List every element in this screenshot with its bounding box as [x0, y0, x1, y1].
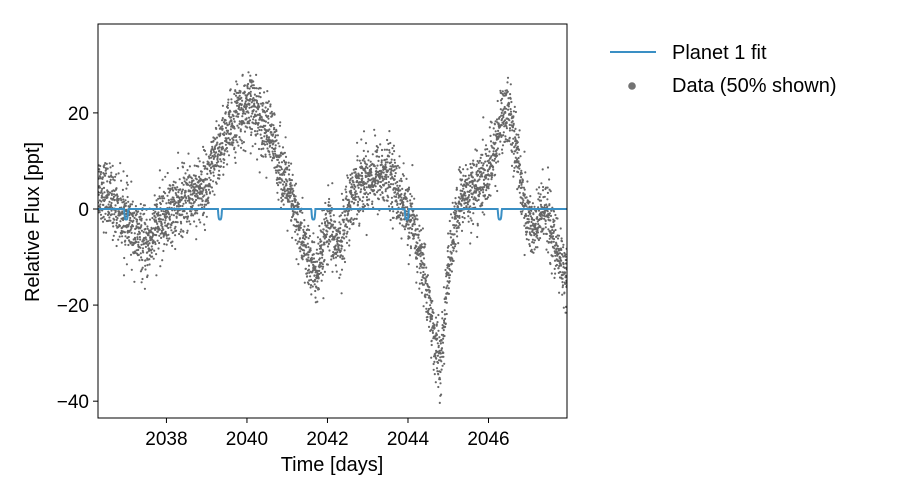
legend-label-fit: Planet 1 fit: [672, 42, 767, 64]
x-axis-label: Time [days]: [281, 454, 384, 476]
x-tick-label: 2046: [467, 429, 509, 450]
y-axis: −40 −20 0 20: [57, 104, 98, 413]
fit-line: [98, 207, 567, 221]
y-tick-label: −40: [57, 392, 89, 413]
x-tick-label: 2040: [226, 429, 268, 450]
y-tick-label: 0: [78, 200, 89, 221]
data-point-cloud: [98, 71, 567, 404]
x-tick-label: 2044: [387, 429, 430, 450]
x-axis: 2038 2040 2042 2044 2046: [145, 418, 510, 450]
x-tick-label: 2042: [306, 429, 348, 450]
data-points: [98, 71, 567, 404]
y-tick-label: 20: [68, 104, 89, 125]
y-tick-label: −20: [57, 296, 89, 317]
legend-dot-swatch: [628, 82, 636, 90]
y-axis-label: Relative Flux [ppt]: [22, 142, 44, 302]
legend: Planet 1 fit Data (50% shown): [610, 42, 837, 97]
fit-line-group: [98, 207, 567, 221]
plot-frame: [97, 23, 568, 419]
x-tick-label: 2038: [145, 429, 187, 450]
legend-label-data: Data (50% shown): [672, 75, 837, 97]
